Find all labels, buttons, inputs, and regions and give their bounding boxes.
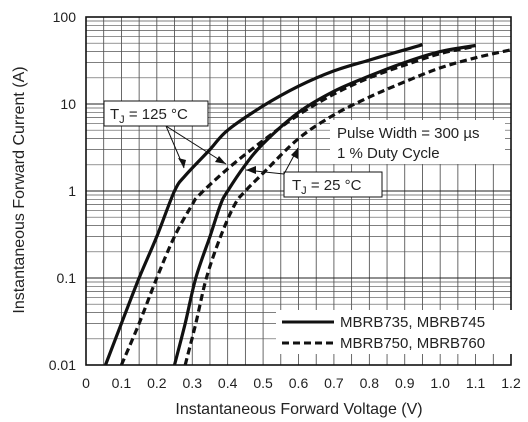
- x-tick-label: 0.2: [147, 375, 167, 391]
- chart-curves: [104, 43, 512, 366]
- legend-solid-label: MBRB735, MBRB745: [340, 314, 485, 331]
- x-tick-label: 0.9: [395, 375, 415, 391]
- x-tick-label: 0.1: [112, 375, 132, 391]
- tj-125-label: TJ = 125 °C: [110, 106, 188, 126]
- pulse-note: Pulse Width = 300 µs 1 % Duty Cycle: [330, 120, 505, 164]
- y-tick-label: 100: [53, 9, 77, 25]
- x-tick-label: 0.8: [360, 375, 380, 391]
- tj-25-label: TJ = 25 °C: [292, 177, 362, 197]
- annotation-tj-25: TJ = 25 °C: [245, 147, 383, 198]
- annotation-tj-125: TJ = 125 °C: [103, 100, 227, 169]
- legend-dashed-label: MBRB750, MBRB760: [340, 335, 485, 352]
- arrow-icon: [246, 166, 256, 174]
- x-axis-title: Instantaneous Forward Voltage (V): [175, 401, 422, 418]
- x-tick-label: 0.5: [253, 375, 273, 391]
- y-tick-label: 10: [60, 96, 76, 112]
- y-tick-label: 0.01: [49, 357, 76, 373]
- x-tick-label: 1.0: [430, 375, 450, 391]
- x-tick-label: 0.6: [289, 375, 309, 391]
- series-line-2: [172, 43, 476, 366]
- pulse-width-text: Pulse Width = 300 µs: [337, 125, 479, 142]
- x-tick-label: 0.3: [183, 375, 203, 391]
- tick-labels: 0 0.1 0.2 0.3 0.4 0.5 0.6 0.7 0.8 0.9 1.0 1.1 1.2 0.0…: [49, 9, 521, 391]
- series-line-1: [104, 43, 423, 366]
- arrow-icon: [178, 158, 186, 168]
- y-tick-label: 1: [68, 183, 76, 199]
- x-tick-label: 0.7: [324, 375, 344, 391]
- x-tick-label: 1.2: [501, 375, 521, 391]
- x-tick-label: 0: [82, 375, 90, 391]
- plot-frame: [85, 16, 512, 366]
- y-axis-title: Instantaneous Forward Current (A): [11, 66, 28, 313]
- x-tick-label: 0.4: [218, 375, 238, 391]
- series-line-3: [119, 44, 476, 366]
- series-line-4: [183, 48, 512, 366]
- x-tick-label: 1.1: [466, 375, 486, 391]
- duty-cycle-text: 1 % Duty Cycle: [337, 145, 440, 162]
- arrow-icon: [291, 148, 298, 159]
- y-tick-label: 0.1: [57, 270, 77, 286]
- arrow-icon: [215, 156, 226, 164]
- legend: MBRB735, MBRB745 MBRB750, MBRB760: [276, 310, 512, 354]
